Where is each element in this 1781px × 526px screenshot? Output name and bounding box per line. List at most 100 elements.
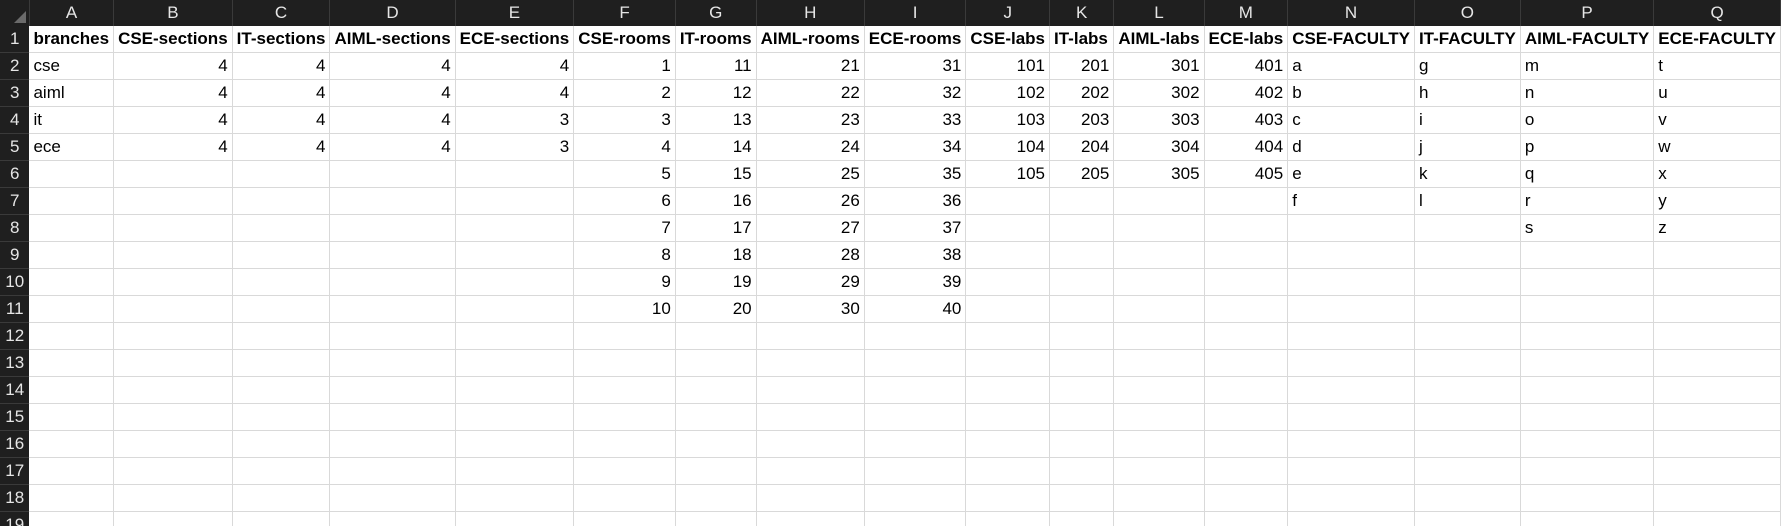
cell[interactable]: 15 — [675, 160, 757, 188]
cell[interactable]: 305 — [1113, 160, 1205, 188]
cell[interactable] — [1520, 322, 1655, 350]
cell[interactable] — [29, 268, 115, 296]
cell[interactable]: 6 — [573, 187, 676, 215]
cell[interactable] — [864, 349, 967, 377]
cell[interactable] — [756, 322, 865, 350]
cell[interactable] — [1520, 349, 1655, 377]
cell[interactable]: z — [1653, 214, 1781, 242]
column-header-m[interactable]: M — [1204, 0, 1289, 26]
cell[interactable]: 102 — [965, 79, 1051, 107]
cell[interactable] — [113, 457, 233, 485]
cell[interactable] — [329, 484, 456, 512]
cell[interactable] — [1520, 511, 1655, 526]
cell[interactable] — [1049, 268, 1115, 296]
cell[interactable] — [1653, 403, 1781, 431]
cell[interactable]: c — [1287, 106, 1415, 134]
row-header[interactable]: 17 — [0, 457, 30, 485]
cell[interactable] — [455, 511, 575, 526]
cell[interactable] — [1204, 295, 1289, 323]
cell[interactable]: n — [1520, 79, 1655, 107]
cell[interactable]: 3 — [573, 106, 676, 134]
cell[interactable] — [965, 295, 1051, 323]
cell[interactable] — [1204, 241, 1289, 269]
cell[interactable]: x — [1653, 160, 1781, 188]
cell[interactable] — [1287, 376, 1415, 404]
cell[interactable] — [455, 322, 575, 350]
cell[interactable] — [573, 322, 676, 350]
cell[interactable]: 303 — [1113, 106, 1205, 134]
cell[interactable]: t — [1653, 52, 1781, 80]
cell[interactable] — [455, 376, 575, 404]
cell[interactable] — [756, 430, 865, 458]
cell[interactable]: 26 — [756, 187, 865, 215]
cell[interactable]: 301 — [1113, 52, 1205, 80]
cell[interactable] — [1520, 241, 1655, 269]
cell[interactable] — [329, 160, 456, 188]
row-header[interactable]: 3 — [0, 79, 30, 107]
cell[interactable]: 25 — [756, 160, 865, 188]
cell[interactable] — [113, 187, 233, 215]
cell[interactable] — [1204, 376, 1289, 404]
cell[interactable]: 5 — [573, 160, 676, 188]
row-header[interactable]: 10 — [0, 268, 30, 296]
cell[interactable] — [864, 430, 967, 458]
row-header[interactable]: 9 — [0, 241, 30, 269]
cell[interactable] — [113, 295, 233, 323]
cell[interactable] — [864, 457, 967, 485]
cell[interactable]: 29 — [756, 268, 865, 296]
header-cell[interactable]: ECE-labs — [1204, 26, 1289, 53]
cell[interactable] — [756, 511, 865, 526]
cell[interactable] — [573, 484, 676, 512]
header-cell[interactable]: AIML-sections — [329, 26, 456, 53]
cell[interactable] — [29, 214, 115, 242]
header-cell[interactable]: IT-sections — [232, 26, 331, 53]
cell[interactable] — [864, 376, 967, 404]
row-header[interactable]: 16 — [0, 430, 30, 458]
cell[interactable]: 27 — [756, 214, 865, 242]
cell[interactable] — [1520, 268, 1655, 296]
cell[interactable] — [864, 511, 967, 526]
cell[interactable] — [1049, 511, 1115, 526]
cell[interactable] — [1204, 430, 1289, 458]
cell[interactable]: 1 — [573, 52, 676, 80]
cell[interactable] — [1520, 430, 1655, 458]
cell[interactable] — [573, 430, 676, 458]
cell[interactable]: 105 — [965, 160, 1051, 188]
cell[interactable]: l — [1414, 187, 1521, 215]
cell[interactable] — [1653, 295, 1781, 323]
cell[interactable] — [29, 322, 115, 350]
cell[interactable]: 39 — [864, 268, 967, 296]
cell[interactable] — [1049, 349, 1115, 377]
header-cell[interactable]: ECE-rooms — [864, 26, 967, 53]
cell[interactable] — [1287, 214, 1415, 242]
cell[interactable] — [29, 511, 115, 526]
column-header-b[interactable]: B — [113, 0, 233, 26]
cell[interactable] — [864, 403, 967, 431]
cell[interactable]: 13 — [675, 106, 757, 134]
cell[interactable] — [1520, 295, 1655, 323]
cell[interactable] — [756, 457, 865, 485]
cell[interactable] — [1520, 484, 1655, 512]
cell[interactable] — [573, 376, 676, 404]
row-header[interactable]: 2 — [0, 52, 30, 80]
cell[interactable] — [1414, 376, 1521, 404]
cell[interactable] — [113, 430, 233, 458]
cell[interactable] — [1049, 430, 1115, 458]
cell[interactable]: 203 — [1049, 106, 1115, 134]
cell[interactable] — [1653, 241, 1781, 269]
cell[interactable]: 4 — [113, 79, 233, 107]
column-header-n[interactable]: N — [1287, 0, 1415, 26]
cell[interactable] — [232, 322, 331, 350]
cell[interactable] — [1287, 484, 1415, 512]
cell[interactable] — [232, 376, 331, 404]
cell[interactable]: 21 — [756, 52, 865, 80]
cell[interactable] — [965, 376, 1051, 404]
cell[interactable] — [1653, 457, 1781, 485]
cell[interactable]: o — [1520, 106, 1655, 134]
cell[interactable]: 30 — [756, 295, 865, 323]
cell[interactable]: 103 — [965, 106, 1051, 134]
select-all-corner[interactable] — [0, 0, 30, 26]
cell[interactable]: h — [1414, 79, 1521, 107]
cell[interactable] — [1204, 457, 1289, 485]
cell[interactable] — [864, 322, 967, 350]
